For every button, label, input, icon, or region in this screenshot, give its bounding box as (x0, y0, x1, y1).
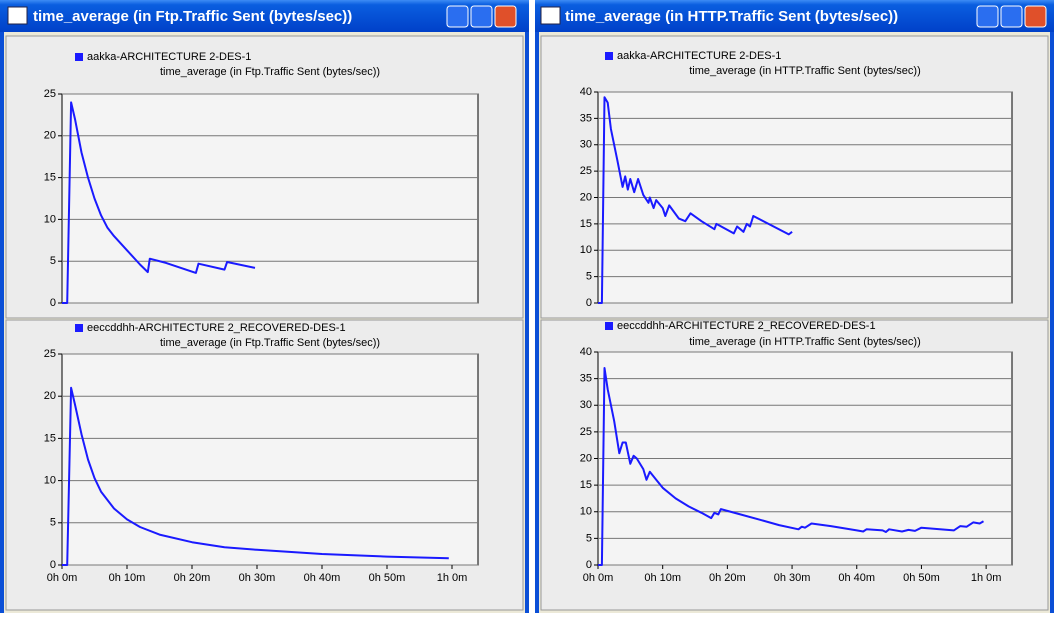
y-tick-label: 5 (586, 532, 592, 544)
chart-title: time_average (in HTTP.Traffic Sent (byte… (689, 65, 921, 77)
window-icon (7, 6, 28, 25)
y-tick-label: 10 (44, 475, 56, 487)
y-tick-label: 0 (50, 559, 56, 571)
y-tick-label: 25 (580, 426, 592, 438)
x-tick-label: 0h 30m (239, 572, 276, 584)
y-tick-label: 20 (580, 191, 592, 203)
y-tick-label: 35 (580, 112, 592, 124)
window-title: time_average (in HTTP.Traffic Sent (byte… (565, 8, 898, 25)
x-tick-label: 1h 0m (971, 572, 1002, 584)
title-bar (0, 0, 529, 32)
y-tick-label: 15 (44, 172, 56, 184)
legend-label: eeccddhh-ARCHITECTURE 2_RECOVERED-DES-1 (617, 320, 876, 332)
window-icon (540, 6, 561, 25)
minimize-button[interactable] (976, 5, 999, 28)
y-tick-label: 35 (580, 373, 592, 385)
chart-title: time_average (in Ftp.Traffic Sent (bytes… (160, 337, 380, 349)
y-tick-label: 10 (580, 244, 592, 256)
data-line (62, 101, 256, 304)
y-tick-label: 25 (44, 348, 56, 360)
y-tick-label: 10 (580, 506, 592, 518)
window-title: time_average (in Ftp.Traffic Sent (bytes… (33, 8, 352, 25)
x-tick-label: 0h 50m (903, 572, 940, 584)
x-tick-label: 0h 20m (709, 572, 746, 584)
x-tick-label: 0h 40m (304, 572, 341, 584)
plot-area (61, 353, 479, 566)
close-button[interactable] (494, 5, 517, 28)
x-tick-label: 1h 0m (437, 572, 468, 584)
y-tick-label: 25 (44, 88, 56, 100)
y-tick-label: 15 (580, 218, 592, 230)
y-tick-label: 5 (50, 517, 56, 529)
y-tick-label: 5 (586, 271, 592, 283)
x-tick-label: 0h 50m (369, 572, 406, 584)
x-tick-label: 0h 30m (774, 572, 811, 584)
y-tick-label: 20 (580, 452, 592, 464)
y-tick-label: 25 (580, 165, 592, 177)
x-tick-label: 0h 40m (838, 572, 875, 584)
legend-label: eeccddhh-ARCHITECTURE 2_RECOVERED-DES-1 (87, 322, 346, 334)
x-tick-label: 0h 0m (583, 572, 614, 584)
legend-swatch (75, 324, 83, 332)
y-tick-label: 40 (580, 86, 592, 98)
minimize-button[interactable] (446, 5, 469, 28)
title-bar (535, 0, 1054, 32)
y-tick-label: 30 (580, 399, 592, 411)
legend-swatch (605, 52, 613, 60)
maximize-button[interactable] (470, 5, 493, 28)
x-tick-label: 0h 10m (109, 572, 146, 584)
x-tick-label: 0h 10m (644, 572, 681, 584)
y-tick-label: 15 (44, 432, 56, 444)
legend-label: aakka-ARCHITECTURE 2-DES-1 (617, 50, 781, 62)
y-tick-label: 0 (50, 297, 56, 309)
close-button[interactable] (1024, 5, 1047, 28)
legend-swatch (75, 53, 83, 61)
data-line (598, 96, 793, 304)
chart-title: time_average (in Ftp.Traffic Sent (bytes… (160, 66, 380, 78)
chart-title: time_average (in HTTP.Traffic Sent (byte… (689, 336, 921, 348)
legend-swatch (605, 322, 613, 330)
y-tick-label: 30 (580, 139, 592, 151)
y-tick-label: 15 (580, 479, 592, 491)
y-tick-label: 0 (586, 559, 592, 571)
y-tick-label: 20 (44, 130, 56, 142)
legend-label: aakka-ARCHITECTURE 2-DES-1 (87, 51, 251, 63)
y-tick-label: 5 (50, 255, 56, 267)
x-tick-label: 0h 0m (47, 572, 78, 584)
data-line (62, 386, 449, 566)
maximize-button[interactable] (1000, 5, 1023, 28)
plot-area (61, 93, 479, 304)
y-tick-label: 20 (44, 390, 56, 402)
y-tick-label: 0 (586, 297, 592, 309)
y-tick-label: 10 (44, 213, 56, 225)
x-tick-label: 0h 20m (174, 572, 211, 584)
y-tick-label: 40 (580, 346, 592, 358)
data-line (598, 367, 985, 566)
